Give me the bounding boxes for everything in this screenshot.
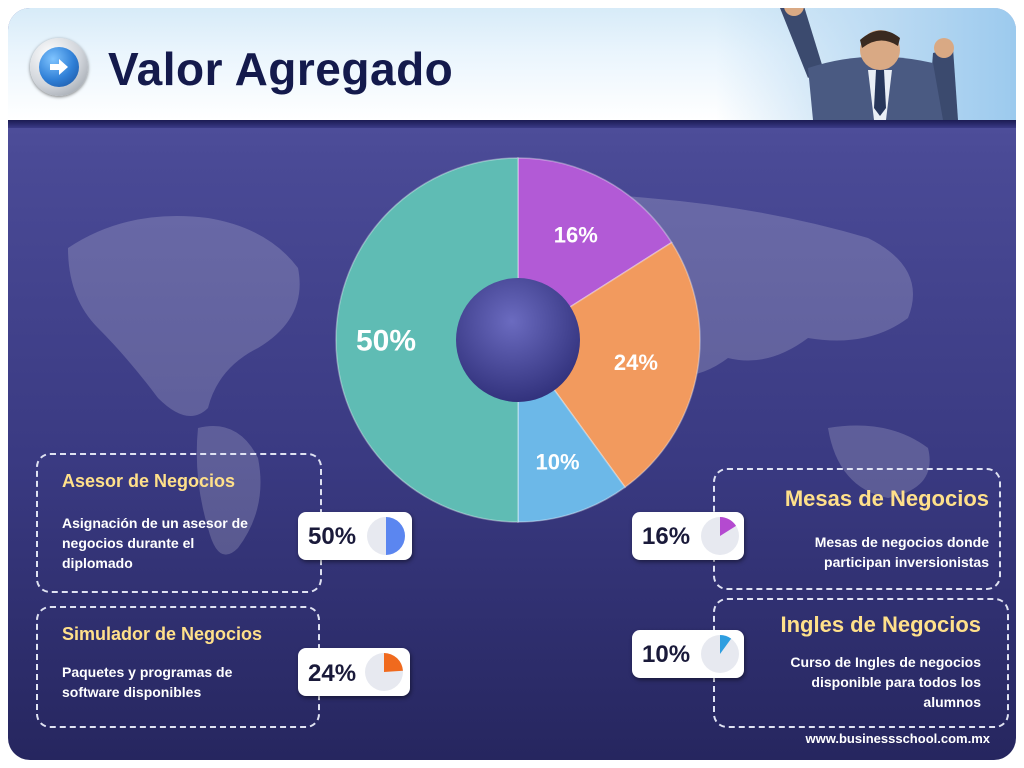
wedge-fill [720, 635, 732, 654]
card-description: Paquetes y programas de software disponi… [62, 662, 292, 702]
card-description: Curso de Ingles de negocios disponible p… [731, 652, 981, 712]
percent-card-asesor: 50% [298, 512, 412, 560]
card-text-line: diplomado [62, 555, 133, 571]
pie-wedge-icon [365, 653, 403, 691]
card-description: Asignación de un asesor de negocios dura… [62, 513, 302, 573]
arrow-right-icon[interactable] [30, 38, 88, 96]
website-url[interactable]: www.businessschool.com.mx [805, 731, 990, 746]
percent-label: 24% [308, 660, 357, 687]
card-text-line: Curso de Ingles de negocios [790, 654, 981, 670]
card-text-line: Paquetes y programas de [62, 664, 233, 680]
person-celebrating-icon [780, 8, 958, 120]
wedge-fill [720, 517, 737, 536]
card-text-line: Mesas de negocios donde [814, 534, 989, 550]
percent-card-simulador: 24% [298, 648, 410, 696]
card-simulador-de-negocios: Simulador de Negocios Paquetes y program… [36, 606, 320, 728]
card-title: Asesor de Negocios [62, 471, 236, 491]
card-text-line: negocios durante el [62, 535, 195, 551]
percent-card-ingles: 10% [632, 630, 744, 678]
card-text-line: software disponibles [62, 684, 202, 700]
header: Valor Agregado [8, 8, 1016, 120]
donut-slice [516, 241, 701, 489]
card-text-line: disponible para todos los [811, 674, 981, 690]
slice-label: 16% [554, 223, 598, 248]
wedge-fill [386, 517, 405, 555]
header-divider [8, 120, 1016, 128]
card-text-line: Asignación de un asesor de [62, 515, 248, 531]
card-description: Mesas de negocios donde participan inver… [749, 532, 989, 572]
pie-wedge-icon [701, 517, 739, 555]
page-title: Valor Agregado [108, 43, 454, 95]
card-text-line: participan inversionistas [824, 554, 989, 570]
card-mesas-de-negocios: Mesas de Negocios Mesas de negocios dond… [713, 468, 1001, 590]
card-ingles-de-negocios: Ingles de Negocios Curso de Ingles de ne… [713, 598, 1009, 728]
pie-wedge-icon [367, 517, 405, 555]
card-title: Mesas de Negocios [784, 486, 989, 511]
percent-card-mesas: 16% [632, 512, 744, 560]
donut-slice [335, 157, 519, 523]
percent-label: 16% [642, 523, 691, 550]
wedge-fill [384, 653, 403, 672]
donut-chart: 16% 24% 10% 50% [335, 157, 701, 523]
slice-label: 10% [536, 449, 580, 474]
percent-label: 10% [642, 641, 691, 668]
card-asesor-de-negocios: Asesor de Negocios Asignación de un ases… [36, 453, 322, 593]
slice-label: 24% [614, 350, 658, 375]
donut-hole [456, 278, 580, 402]
pie-wedge-icon [701, 635, 739, 673]
percent-label: 50% [308, 523, 357, 550]
card-title: Simulador de Negocios [62, 624, 263, 644]
slice-label: 50% [356, 325, 416, 358]
card-text-line: alumnos [923, 694, 981, 710]
card-title: Ingles de Negocios [780, 612, 982, 637]
